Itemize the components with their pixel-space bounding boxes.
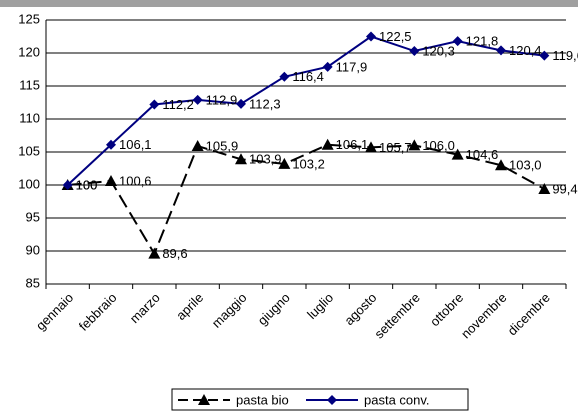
y-tick-label: 125: [18, 11, 40, 26]
x-tick-label: settembre: [371, 290, 422, 341]
marker: [148, 247, 161, 259]
marker: [62, 180, 73, 190]
y-tick-label: 85: [26, 275, 40, 290]
data-label: 103,0: [509, 158, 542, 173]
data-label: 121,8: [466, 34, 499, 49]
y-tick-label: 100: [18, 176, 40, 191]
data-label: 117,9: [336, 59, 368, 74]
marker: [279, 71, 290, 82]
marker: [365, 141, 377, 153]
data-label: 120,4: [509, 43, 542, 58]
data-label: 106,0: [422, 138, 455, 153]
y-tick-label: 115: [19, 77, 40, 92]
marker: [538, 182, 551, 194]
data-label: 104,6: [466, 147, 499, 162]
x-tick-label: gennaio: [33, 290, 76, 333]
data-label: 112,2: [162, 97, 194, 112]
x-tick-label: agosto: [341, 290, 379, 328]
data-label: 100: [76, 177, 98, 192]
marker: [408, 139, 421, 151]
y-tick-label: 120: [18, 44, 40, 59]
marker: [236, 98, 246, 109]
x-tick-label: giugno: [255, 290, 293, 328]
marker: [327, 395, 337, 405]
data-label: 112,3: [249, 96, 281, 111]
data-label: 99,4: [552, 181, 577, 196]
x-tick-label: marzo: [127, 290, 163, 326]
marker: [235, 153, 247, 165]
x-tick-label: luglio: [304, 290, 336, 322]
data-label: 119,6: [552, 48, 578, 63]
x-tick-label: ottobre: [427, 290, 466, 329]
x-tick-label: aprile: [173, 290, 206, 323]
data-label: 100: [76, 177, 98, 192]
data-label: 103,2: [292, 156, 325, 171]
marker: [191, 140, 204, 152]
y-tick-label: 90: [26, 242, 40, 257]
marker: [106, 139, 116, 150]
marker: [539, 50, 550, 61]
marker: [409, 46, 420, 57]
marker: [495, 159, 507, 171]
marker: [496, 45, 506, 56]
marker: [192, 94, 203, 105]
marker: [278, 157, 291, 169]
marker: [105, 175, 117, 187]
marker: [452, 36, 463, 47]
x-tick-label: dicembre: [504, 290, 552, 338]
marker: [322, 61, 333, 72]
marker: [149, 99, 160, 110]
data-label: 106,1: [119, 137, 152, 152]
data-label: 103,9: [249, 152, 282, 167]
data-label: 105,7: [379, 140, 412, 155]
x-tick-label: maggio: [209, 290, 250, 331]
marker: [198, 394, 210, 405]
y-tick-label: 110: [19, 110, 40, 125]
y-tick-label: 105: [18, 143, 40, 158]
data-label: 89,6: [162, 246, 187, 261]
marker: [451, 148, 464, 160]
y-tick-label: 95: [26, 209, 40, 224]
data-label: 106,1: [336, 137, 369, 152]
x-tick-label: febbraio: [76, 290, 120, 334]
data-label: 116,4: [292, 69, 324, 84]
marker: [321, 138, 334, 150]
marker: [366, 31, 376, 42]
legend-label: pasta conv.: [364, 392, 430, 407]
data-label: 100,6: [119, 173, 152, 188]
legend-label: pasta bio: [236, 392, 289, 407]
data-label: 122,5: [379, 29, 412, 44]
data-label: 120,3: [422, 43, 455, 58]
x-tick-label: novembre: [458, 290, 509, 341]
data-label: 105,9: [206, 138, 239, 153]
top-band: [0, 0, 578, 7]
series-line: [66, 35, 545, 186]
series-line: [67, 143, 545, 256]
data-label: 112,9: [206, 92, 238, 107]
